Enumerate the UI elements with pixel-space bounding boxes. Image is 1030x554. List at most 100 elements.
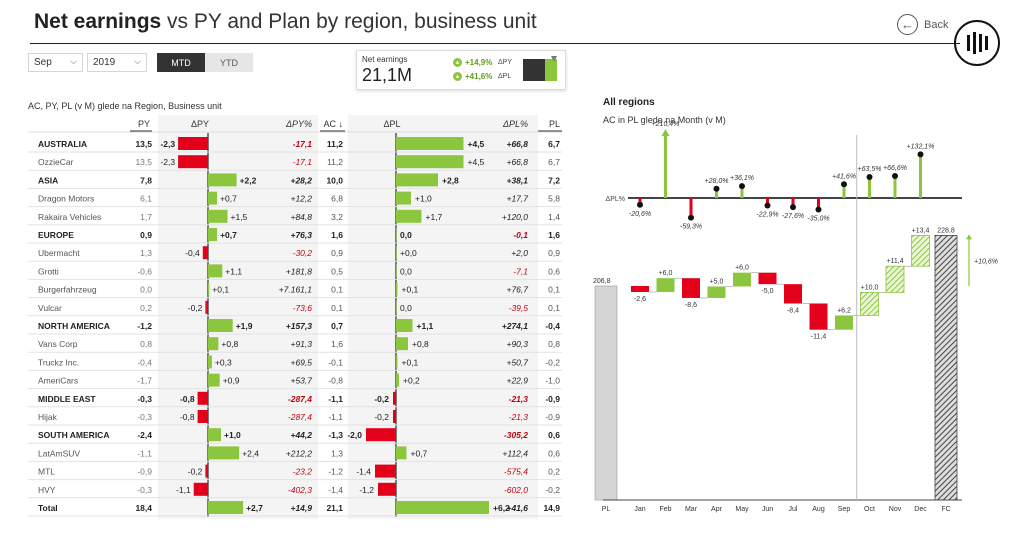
dpl-bar — [366, 428, 396, 442]
dpl-label: +4,5 — [468, 157, 485, 167]
column-header-dpypct: ΔPY% — [285, 119, 312, 129]
waterfall-xtick: Jan — [634, 506, 645, 513]
row-py: 0,2 — [140, 303, 152, 313]
row-pl: 0,6 — [548, 266, 560, 276]
row-py: 18,4 — [135, 503, 152, 513]
waterfall-start-label: 206,8 — [593, 278, 611, 285]
waterfall-xtick: Jun — [762, 506, 773, 513]
dpl-label: -0,2 — [374, 412, 389, 422]
dpl-bar — [378, 482, 396, 496]
dpl-bar — [396, 191, 411, 205]
lollipop-ylabel: ΔPL% — [606, 196, 625, 203]
dpy-pct: +76,3 — [290, 230, 312, 240]
dpl-label: +4,5 — [468, 139, 485, 149]
dpl-bar — [396, 209, 422, 223]
row-py: 0,0 — [140, 285, 152, 295]
chevron-down-icon: ⌵ — [134, 56, 141, 66]
column-header-dpl: ΔPL — [383, 119, 400, 129]
row-pl: -1,0 — [545, 376, 560, 386]
waterfall-xtick: Jul — [789, 506, 798, 513]
dpl-label: +1,0 — [415, 194, 432, 204]
dpy-pct: -402,3 — [288, 485, 312, 495]
row-pl: -0,4 — [545, 321, 560, 331]
dpl-pct: -602,0 — [504, 485, 528, 495]
year-select[interactable]: 2019 ⌵ — [87, 53, 147, 72]
variance-table: PY ΔPY ΔPY% AC ↓ ΔPL ΔPL% PL AUSTRALIA 13,5 -2,3 -… — [28, 115, 562, 519]
dpy-pct: +7.161,1 — [279, 285, 313, 295]
dpl-pct: +90,3 — [506, 339, 528, 349]
row-pl: 0,6 — [548, 448, 560, 458]
row-ac: 1,6 — [331, 230, 343, 240]
dpy-label: -0,2 — [188, 467, 203, 477]
dpl-label: +0,0 — [400, 248, 417, 258]
dpy-label: -2,3 — [160, 139, 175, 149]
dpl-pct: +274,1 — [502, 321, 529, 331]
dpy-pct: -17,1 — [293, 139, 313, 149]
kpi-delta-pl: ▲ +41,6% ΔPL — [453, 72, 512, 81]
dpy-bar — [208, 264, 223, 278]
dpl-pct: +76,7 — [506, 285, 528, 295]
waterfall-label: +6,0 — [659, 270, 673, 277]
waterfall-bar — [758, 272, 777, 285]
dpy-bar — [205, 300, 208, 314]
row-py: -0,3 — [137, 412, 152, 422]
row-name: HVY — [38, 485, 56, 495]
dpy-pct: +28,2 — [290, 175, 312, 185]
dpy-bar — [197, 410, 208, 423]
row-pl: 6,7 — [548, 157, 560, 167]
dpy-bar — [208, 373, 220, 387]
brand-logo — [954, 20, 1000, 66]
dpl-pct: -21,3 — [509, 394, 529, 404]
waterfall-label: -8,4 — [787, 307, 799, 314]
delta-label: +10,6% — [974, 259, 998, 266]
lollipop-label: -59,3% — [680, 224, 702, 231]
row-pl: 0,8 — [548, 339, 560, 349]
dpy-bar — [197, 391, 208, 405]
dpy-bar — [202, 246, 208, 260]
dpy-pct: +212,2 — [286, 448, 313, 458]
row-py: -2,4 — [137, 430, 152, 440]
dpy-bar — [208, 446, 240, 460]
month-select[interactable]: Sep ⌵ — [28, 53, 83, 72]
kpi-card[interactable]: Net earnings 21,1M ▲ +14,9% ΔPY ▲ +41,6%… — [356, 50, 566, 90]
row-ac: 0,5 — [331, 266, 343, 276]
waterfall-label: +13,4 — [912, 227, 930, 234]
dpy-label: -0,8 — [180, 394, 195, 404]
row-py: 13,5 — [135, 157, 152, 167]
waterfall-bar — [809, 303, 828, 330]
ytd-button[interactable]: YTD — [205, 53, 253, 72]
row-name: ASIA — [38, 175, 58, 185]
row-name: Vulcar — [38, 303, 62, 313]
dpy-label: +0,1 — [212, 285, 229, 295]
dpl-bar — [396, 228, 397, 241]
lollipop-label: -35,0% — [807, 216, 829, 223]
dpy-label: +2,4 — [242, 448, 259, 458]
lollipop-label: +63,5% — [858, 166, 882, 173]
waterfall-xtick: FC — [941, 506, 950, 513]
dpl-pct: +2,0 — [511, 248, 528, 258]
row-py: 1,7 — [140, 212, 152, 222]
dpl-label: -1,4 — [356, 467, 371, 477]
row-pl: -0,2 — [545, 357, 560, 367]
row-py: -0,9 — [137, 467, 152, 477]
row-pl: 14,9 — [543, 503, 560, 513]
mtd-button[interactable]: MTD — [157, 53, 205, 72]
dpy-bar — [208, 319, 233, 332]
row-ac: 10,0 — [326, 175, 343, 185]
lollipop-dot — [739, 183, 745, 190]
dpy-pct: +84,8 — [290, 212, 312, 222]
row-ac: 1,3 — [331, 448, 343, 458]
dpy-label: -2,3 — [160, 157, 175, 167]
dpy-pct: +14,9 — [290, 503, 312, 513]
dpy-pct: -287,4 — [288, 412, 312, 422]
waterfall-label: +10,0 — [861, 284, 879, 291]
dpl-bar — [396, 446, 407, 460]
dpy-pct: +181,8 — [286, 266, 313, 276]
row-pl: 0,2 — [548, 467, 560, 477]
dpy-pct: -17,1 — [293, 157, 313, 167]
waterfall-bar — [631, 286, 649, 292]
dpl-bar — [396, 173, 438, 187]
back-button[interactable]: ← Back — [897, 14, 948, 35]
period-toggle[interactable]: MTD YTD — [157, 53, 253, 72]
row-ac: 11,2 — [327, 157, 343, 167]
